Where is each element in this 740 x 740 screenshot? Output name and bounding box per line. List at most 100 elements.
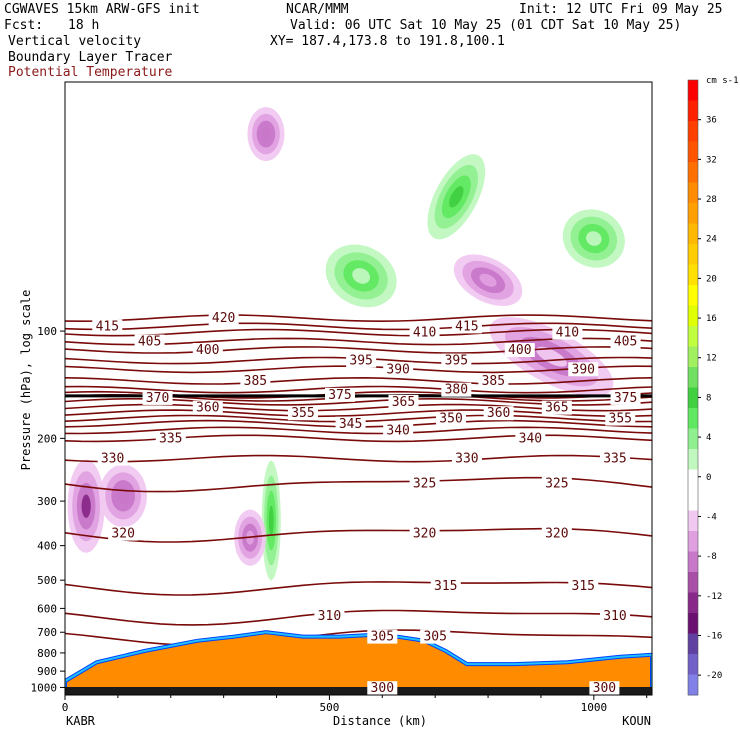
ground-base	[65, 687, 652, 695]
colorbar-swatch-13	[688, 346, 698, 368]
w-feature-5-band-1	[479, 273, 497, 287]
theta-label-bg-11-1	[483, 406, 514, 421]
theta-labels: 300 300 305 305 310 310 315 315 320 320 320 325 325 3…	[92, 311, 641, 696]
colorbar-swatch-14	[688, 367, 698, 388]
header-field-vertical-velocity: Vertical velocity	[8, 34, 142, 49]
theta-label-bg-1-0	[367, 629, 398, 644]
colorbar-swatch-27	[688, 633, 698, 655]
colorbar-label-14: -20	[706, 671, 722, 681]
y-tick-label-100: 100	[37, 325, 57, 338]
theta-label-bg-10-0	[436, 411, 467, 426]
theta-contour-385	[65, 376, 652, 385]
theta-contour-415	[65, 322, 652, 331]
theta-contour-380	[65, 385, 652, 394]
colorbar-label-4: 20	[706, 274, 717, 284]
colorbar-swatch-10	[688, 285, 698, 306]
theta-label-bg-13-0	[388, 394, 419, 409]
header-model: CGWAVES 15km ARW-GFS init	[4, 2, 200, 17]
theta-contour-330	[65, 454, 652, 463]
theta-contour-335	[65, 434, 652, 443]
colorbar-swatch-6	[688, 203, 698, 224]
theta-label-bg-3-0	[430, 579, 461, 594]
theta-label-19-0: 395	[349, 354, 372, 369]
colorbar-label-1: 32	[706, 155, 717, 165]
x-tick-label-0: 0	[62, 701, 69, 714]
theta-label-4-2: 320	[545, 527, 568, 542]
colorbar-swatch-9	[688, 264, 698, 286]
theta-label-bg-5-0	[409, 476, 440, 491]
theta-label-6-0: 330	[101, 452, 124, 467]
colorbar-swatch-23	[688, 551, 698, 573]
header-init: Init: 12 UTC Fri 09 May 25	[519, 2, 723, 17]
theta-contour-400	[65, 346, 652, 354]
colorbar-swatch-15	[688, 387, 698, 409]
theta-label-3-0: 315	[434, 579, 457, 594]
right-endpoint: KOUN	[622, 714, 651, 728]
colorbar-swatch-18	[688, 449, 698, 470]
y-tick-label-300: 300	[37, 495, 57, 508]
w-feature-6-band-1	[536, 346, 568, 367]
theta-label-24-0: 420	[212, 311, 235, 326]
colorbar-swatch-0	[688, 80, 698, 101]
theta-label-bg-21-1	[610, 334, 641, 349]
colorbar-label-13: -16	[706, 631, 722, 641]
theta-label-14-0: 370	[146, 391, 169, 406]
header-fcst-label: Fcst:	[4, 18, 44, 33]
theta-label-0-1: 300	[593, 681, 616, 696]
colorbar-frame	[687, 79, 699, 696]
theta-label-17-0: 385	[244, 374, 267, 389]
colorbar-swatch-19	[688, 469, 698, 491]
theta-label-11-0: 355	[291, 406, 314, 421]
theta-label-7-1: 340	[519, 431, 542, 446]
w-feature-2-band-1	[268, 505, 274, 536]
colorbar-swatch-1	[688, 100, 698, 122]
theta-label-bg-21-0	[134, 334, 165, 349]
colorbar-swatch-22	[688, 531, 698, 552]
theta-label-bg-8-0	[383, 423, 414, 438]
colorbar: 36 32 28 24 20 16 12 8 4 0 -4 -8 -12 -16 -20	[687, 79, 722, 696]
colorbar-swatch-4	[688, 162, 698, 183]
colorbar-label-7: 8	[706, 393, 711, 403]
theta-label-23-1: 415	[455, 319, 478, 334]
theta-label-7-0: 335	[159, 431, 182, 446]
colorbar-swatch-2	[688, 121, 698, 142]
left-endpoint: KABR	[66, 714, 96, 728]
w-feature-1-band-1	[117, 488, 130, 504]
theta-label-4-1: 320	[413, 527, 436, 542]
theta-label-bg-9-0	[335, 416, 366, 431]
theta-contour-315	[65, 581, 652, 596]
theta-label-bg-24-0	[208, 311, 239, 326]
theta-label-bg-17-1	[478, 373, 509, 388]
theta-label-17-1: 385	[482, 374, 505, 389]
theta-label-1-1: 305	[423, 630, 446, 645]
colorbar-label-9: 0	[706, 473, 711, 483]
plot-frame	[64, 81, 653, 696]
header-field-bl-tracer: Boundary Layer Tracer	[8, 50, 173, 65]
theta-label-9-0: 345	[339, 417, 362, 432]
x-tick-label-1000: 1000	[581, 701, 608, 714]
theta-label-bg-23-0	[92, 319, 123, 334]
colorbar-label-12: -12	[706, 592, 722, 602]
theta-label-bg-23-1	[451, 319, 482, 334]
y-axis-title: Pressure (hPa), log scale	[19, 290, 33, 471]
theta-label-23-0: 415	[96, 319, 119, 334]
theta-label-bg-4-2	[541, 526, 572, 541]
theta-label-bg-3-1	[568, 579, 599, 594]
header-field-theta: Potential Temperature	[8, 65, 173, 80]
y-tick-label-500: 500	[37, 574, 57, 587]
theta-label-bg-4-1	[409, 526, 440, 541]
theta-label-18-0: 390	[386, 362, 409, 377]
colorbar-label-11: -8	[706, 552, 717, 562]
theta-label-bg-18-0	[383, 362, 414, 377]
theta-label-bg-7-0	[155, 431, 186, 446]
theta-label-bg-20-0	[192, 343, 223, 358]
theta-label-12-0: 360	[196, 401, 219, 416]
w-feature-0-band-1	[81, 494, 91, 518]
theta-label-14-1: 375	[614, 391, 637, 406]
theta-label-19-1: 395	[445, 354, 468, 369]
colorbar-swatch-12	[688, 326, 698, 347]
theta-label-bg-20-1	[504, 343, 535, 358]
colorbar-swatch-17	[688, 428, 698, 450]
colorbar-swatch-20	[688, 490, 698, 511]
